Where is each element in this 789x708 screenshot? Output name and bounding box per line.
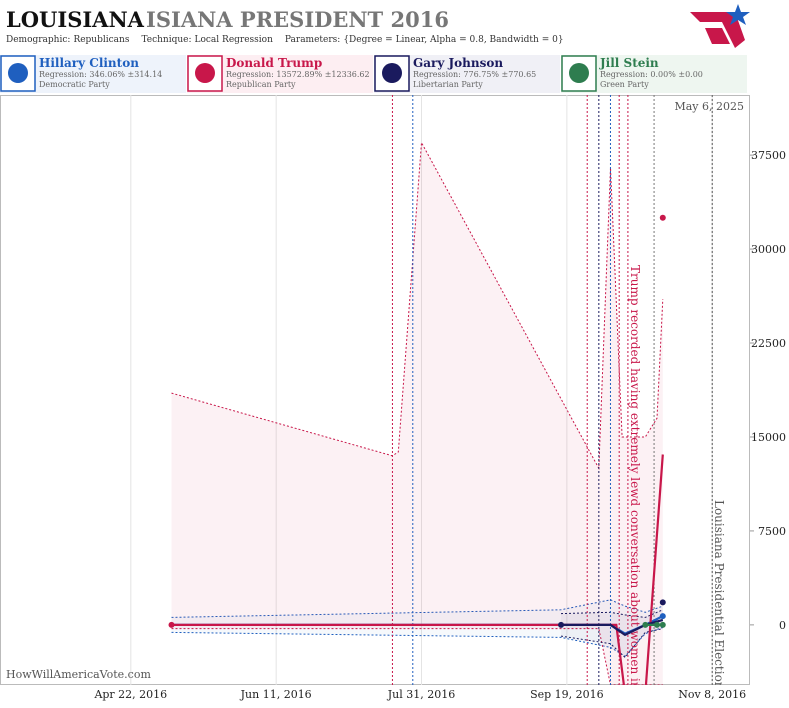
card-icon-shape [8, 63, 28, 83]
y-tick-label: 7500 [758, 525, 786, 538]
candidate-regression: Regression: 776.75% ±770.65 [413, 70, 536, 79]
card-icon [187, 55, 223, 92]
logo [690, 4, 750, 48]
band-lower [171, 626, 663, 657]
confidence-band [171, 599, 663, 657]
band-upper [560, 609, 663, 618]
y-tick-label: 15000 [751, 431, 786, 444]
x-tick-label: Nov 8, 2016 [678, 688, 746, 701]
date-label: May 6, 2025 [674, 100, 744, 113]
data-point [659, 214, 666, 221]
watermark: HowWillAmericaVote.com [6, 668, 151, 681]
confidence-band [171, 142, 663, 685]
card-icon-shape [569, 63, 589, 83]
param-label: Parameters: [285, 35, 340, 45]
band-lower [171, 628, 663, 685]
band-upper [171, 140, 664, 471]
data-point [168, 621, 175, 628]
data-point [642, 621, 649, 628]
data-point [659, 599, 666, 606]
event-label: Trump recorded having extremely lewd con… [628, 265, 642, 704]
event-label: Louisiana Presidential Election [712, 500, 726, 690]
data-point [558, 621, 565, 628]
x-tick-label: Jul 31, 2016 [387, 688, 456, 701]
y-tick-label: 37500 [751, 149, 786, 162]
confidence-band [561, 609, 663, 658]
candidate-name: Donald Trump [226, 56, 322, 70]
plot-frame [0, 95, 750, 685]
series-line [171, 454, 664, 685]
data-point [653, 621, 660, 628]
x-tick-label: Sep 19, 2016 [530, 688, 604, 701]
y-tick-label: 30000 [751, 243, 786, 256]
title-main: LOUISIANA [6, 7, 145, 32]
y-tick-label: 22500 [751, 337, 786, 350]
candidate-regression: Regression: 0.00% ±0.00 [600, 70, 703, 79]
title-rest: ISIANA PRESIDENT 2016 [146, 7, 449, 32]
candidate-party: Republican Party [226, 80, 296, 89]
band-lower [560, 628, 663, 659]
card-icon-shape [195, 63, 215, 83]
candidate-name: Jill Stein [599, 56, 659, 70]
x-tick-label: Apr 22, 2016 [93, 688, 167, 701]
candidate-party: Libertarian Party [413, 80, 483, 89]
band-upper [171, 599, 663, 618]
parameters: Demographic: Republicans Technique: Local R… [6, 35, 564, 45]
param-value: Republicans [73, 35, 129, 45]
param-label: Demographic: [6, 35, 70, 45]
data-point [659, 621, 666, 628]
data-point [659, 613, 666, 620]
param-label: Technique: [141, 35, 191, 45]
series-line [561, 618, 664, 637]
candidate-party: Democratic Party [39, 80, 110, 89]
plot-area: Trump recorded having extremely lewd con… [130, 95, 726, 704]
candidate-name: Hillary Clinton [39, 56, 139, 70]
candidate-regression: Regression: 346.06% ±314.14 [39, 70, 162, 79]
x-tick-label: Jun 11, 2016 [240, 688, 312, 701]
param-value: Local Regression [195, 35, 274, 45]
param-value: {Degree = Linear, Alpha = 0.8, Bandwidth… [343, 35, 563, 45]
candidate-regression: Regression: 13572.89% ±12336.62 [226, 70, 370, 79]
candidate-name: Gary Johnson [413, 56, 503, 70]
card-icon-shape [382, 63, 402, 83]
y-tick-label: 0 [779, 619, 786, 632]
candidate-party: Green Party [600, 80, 649, 89]
